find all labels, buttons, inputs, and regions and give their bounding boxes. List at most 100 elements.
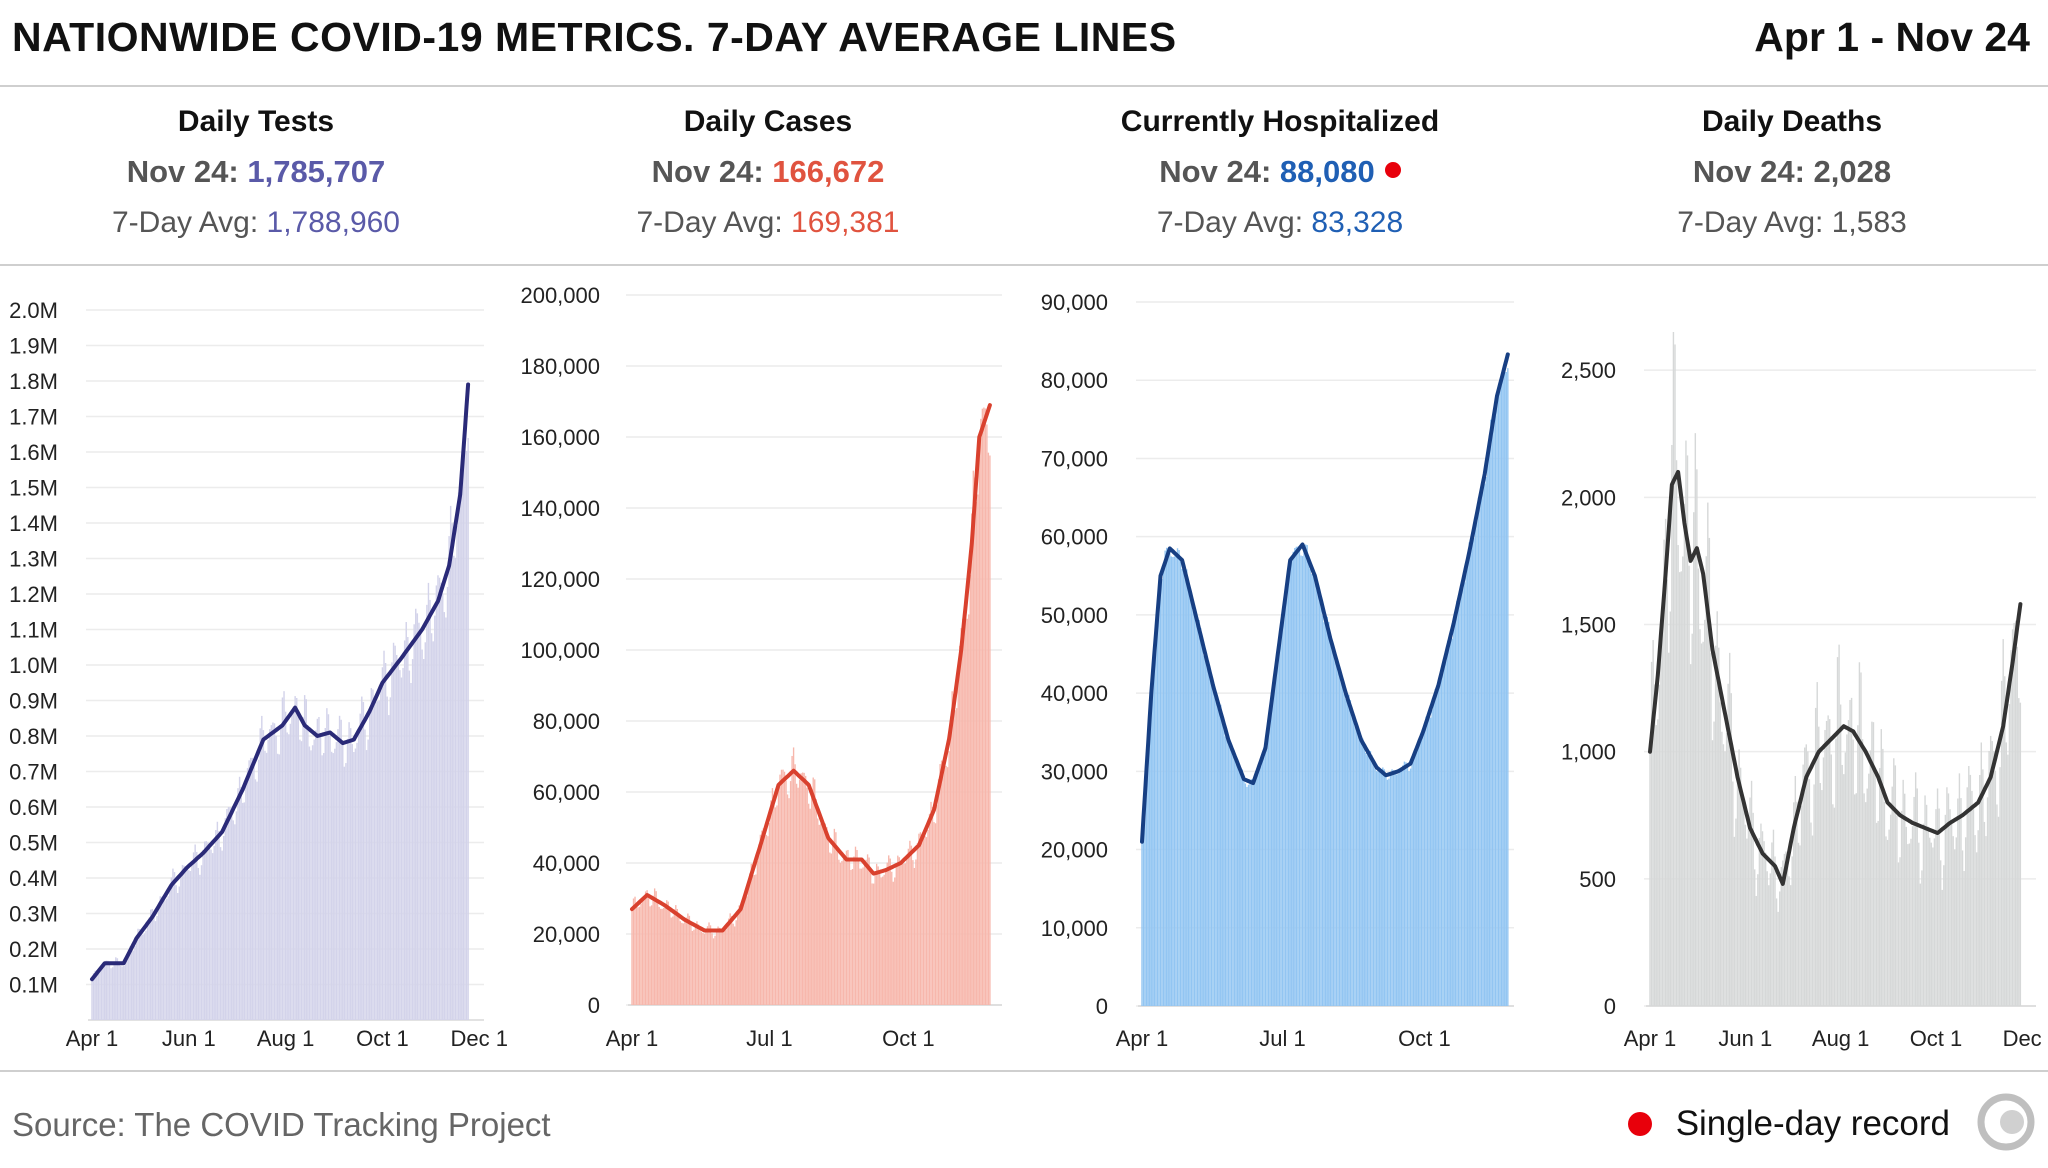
daily-bar bbox=[1346, 696, 1348, 1006]
daily-bar bbox=[1199, 628, 1202, 1006]
daily-bar bbox=[820, 823, 822, 1005]
daily-bar bbox=[402, 667, 404, 1020]
daily-bar bbox=[170, 877, 173, 1020]
daily-bar bbox=[1996, 804, 1998, 1006]
daily-bar bbox=[289, 723, 292, 1020]
daily-bar bbox=[437, 575, 439, 1020]
daily-bar bbox=[1502, 369, 1504, 1007]
daily-bar bbox=[1164, 550, 1166, 1006]
daily-bar bbox=[342, 744, 344, 1020]
daily-bar bbox=[854, 846, 857, 1005]
daily-bar bbox=[273, 723, 276, 1020]
daily-bar bbox=[300, 741, 303, 1020]
daily-bar bbox=[388, 715, 390, 1020]
daily-bar bbox=[1297, 546, 1299, 1006]
daily-bar bbox=[1425, 716, 1427, 1006]
daily-bar bbox=[723, 930, 725, 1005]
daily-bar bbox=[1897, 862, 1900, 1006]
daily-bar bbox=[276, 753, 279, 1020]
daily-bar bbox=[907, 848, 910, 1005]
daily-bar bbox=[1719, 702, 1722, 1006]
y-tick-label: 20,000 bbox=[533, 922, 600, 947]
y-tick-label: 0.1M bbox=[9, 973, 58, 998]
daily-bar bbox=[92, 973, 95, 1020]
daily-bar bbox=[448, 536, 450, 1020]
daily-bar bbox=[1852, 739, 1854, 1006]
daily-bar bbox=[777, 788, 780, 1005]
daily-bar bbox=[759, 834, 762, 1005]
daily-bar bbox=[1977, 830, 1979, 1006]
header-divider bbox=[0, 85, 2048, 87]
daily-bar bbox=[631, 909, 633, 1005]
daily-bar bbox=[1286, 581, 1288, 1006]
daily-bar bbox=[1411, 759, 1413, 1006]
daily-bar bbox=[464, 438, 466, 1020]
daily-bar bbox=[1303, 552, 1305, 1006]
daily-bar bbox=[1391, 769, 1393, 1006]
daily-bar bbox=[99, 971, 101, 1020]
daily-bar bbox=[1680, 571, 1682, 1006]
daily-bar bbox=[288, 734, 290, 1020]
daily-bar bbox=[1791, 856, 1793, 1006]
daily-bar bbox=[381, 667, 384, 1020]
daily-bar bbox=[1924, 795, 1926, 1006]
x-tick-label: Apr 1 bbox=[606, 1026, 659, 1051]
daily-bar bbox=[1274, 672, 1276, 1006]
daily-bar bbox=[126, 956, 128, 1020]
daily-bar bbox=[1913, 796, 1915, 1006]
y-tick-label: 180,000 bbox=[520, 354, 600, 379]
daily-bar bbox=[1480, 487, 1483, 1006]
daily-bar bbox=[1403, 761, 1406, 1006]
daily-bar bbox=[154, 921, 157, 1020]
daily-bar bbox=[1304, 544, 1307, 1006]
daily-bar bbox=[842, 859, 845, 1005]
legend-label: Single-day record bbox=[1675, 1104, 1950, 1143]
daily-bar bbox=[372, 689, 374, 1020]
daily-bar bbox=[1968, 766, 1970, 1006]
daily-bar bbox=[1824, 729, 1826, 1006]
daily-bar bbox=[1718, 647, 1720, 1006]
daily-bar bbox=[162, 900, 165, 1020]
daily-bar bbox=[91, 979, 93, 1020]
daily-bar bbox=[694, 923, 697, 1005]
daily-bar bbox=[652, 895, 654, 1005]
daily-bar bbox=[438, 577, 441, 1020]
daily-bar bbox=[1241, 769, 1244, 1006]
daily-bar bbox=[1961, 850, 1964, 1006]
daily-bar bbox=[1847, 720, 1850, 1006]
daily-bar bbox=[278, 754, 280, 1020]
x-tick-label: Jun 1 bbox=[162, 1026, 216, 1051]
daily-bar bbox=[1318, 591, 1321, 1006]
daily-bar bbox=[240, 787, 242, 1020]
daily-bar bbox=[726, 926, 728, 1005]
daily-bar bbox=[384, 662, 387, 1020]
daily-bar bbox=[791, 755, 793, 1005]
x-tick-label: Jul 1 bbox=[1259, 1026, 1305, 1051]
daily-bar bbox=[427, 582, 430, 1020]
daily-bar bbox=[343, 766, 346, 1020]
daily-bar bbox=[2018, 698, 2020, 1006]
daily-bar bbox=[262, 730, 265, 1020]
daily-bar bbox=[2019, 702, 2022, 1006]
daily-bar bbox=[1226, 739, 1228, 1006]
daily-bar bbox=[1337, 664, 1339, 1006]
daily-bar bbox=[118, 962, 120, 1020]
daily-bar bbox=[1755, 895, 1757, 1006]
daily-bar bbox=[327, 714, 330, 1020]
daily-bar bbox=[1966, 787, 1968, 1006]
daily-bar bbox=[925, 837, 928, 1005]
daily-bar bbox=[1184, 569, 1186, 1006]
daily-bar bbox=[646, 890, 648, 1005]
daily-bar bbox=[1172, 557, 1174, 1006]
daily-bar bbox=[1380, 769, 1382, 1006]
daily-bar bbox=[1490, 419, 1492, 1006]
daily-bar bbox=[1349, 700, 1352, 1006]
daily-bar bbox=[989, 455, 991, 1006]
daily-bar bbox=[747, 888, 749, 1005]
daily-bar bbox=[1193, 615, 1196, 1006]
daily-bar bbox=[386, 696, 388, 1020]
y-tick-label: 1.1M bbox=[9, 618, 58, 643]
daily-bar bbox=[1738, 749, 1740, 1006]
daily-bar bbox=[1192, 609, 1194, 1006]
daily-bar bbox=[1807, 751, 1809, 1006]
